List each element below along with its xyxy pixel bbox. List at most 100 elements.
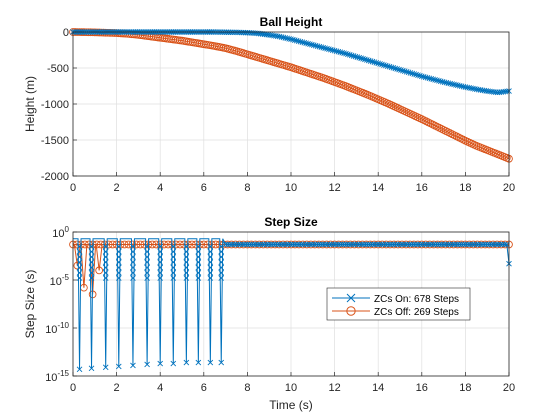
stepsize-zcs-on-marker: [333, 241, 339, 248]
height-zcs-on-marker: [348, 52, 355, 59]
stepsize-zcs-on-marker: [130, 248, 136, 255]
stepsize-xtick-label: 6: [201, 382, 207, 394]
height-zcs-on-marker: [375, 60, 382, 67]
stepsize-zcs-on-marker: [130, 269, 136, 276]
stepsize-zcs-on-marker: [207, 259, 214, 266]
stepsize-zcs-off-marker: [160, 240, 169, 249]
stepsize-zcs-on-marker: [170, 243, 177, 250]
stepsize-zcs-on-marker: [430, 241, 437, 248]
height-xtick-label: 0: [70, 182, 76, 194]
stepsize-zcs-on-marker: [88, 269, 95, 276]
stepsize-zcs-on-marker: [363, 241, 370, 248]
stepsize-zcs-on-marker: [76, 269, 83, 276]
stepsize-zcs-on-marker: [402, 241, 408, 248]
stepsize-zcs-on-marker: [393, 241, 400, 248]
legend-marker-zcs-on: [346, 293, 356, 303]
stepsize-zcs-on-marker: [423, 241, 430, 248]
height-xtick-label: 18: [459, 182, 471, 194]
stepsize-zcs-on-marker: [130, 259, 136, 266]
stepsize-zcs-on-marker: [144, 248, 150, 255]
stepsize-zcs-on-spike-marker: [218, 359, 225, 366]
stepsize-zcs-on-marker: [460, 241, 467, 248]
stepsize-zcs-on-marker: [421, 241, 428, 248]
stepsize-zcs-on-marker: [76, 275, 83, 281]
stepsize-zcs-on-spike-marker: [207, 359, 214, 366]
stepsize-zcs-on-marker: [378, 241, 385, 248]
height-xtick-label: 8: [244, 182, 250, 194]
stepsize-ytick-label: 10-10: [45, 321, 69, 336]
stepsize-zcs-on-marker: [317, 241, 324, 248]
height-xtick-label: 14: [372, 182, 384, 194]
stepsize-zcs-on-marker: [376, 241, 383, 248]
height-zcs-on-marker: [415, 72, 421, 78]
stepsize-zcs-on-marker: [102, 248, 109, 255]
height-zcs-on-marker: [413, 71, 419, 78]
stepsize-zcs-on-marker: [276, 241, 283, 248]
stepsize-zcs-on-marker: [454, 241, 460, 248]
stepsize-ylabel: Step Size (s): [23, 270, 37, 339]
stepsize-zcs-on-marker: [207, 243, 214, 250]
stepsize-zcs-on-marker: [144, 254, 150, 260]
stepsize-zcs-on-marker: [130, 243, 136, 250]
stepsize-zcs-on-marker: [195, 243, 202, 250]
stepsize-zcs-on-marker: [434, 241, 441, 248]
stepsize-zcs-on-marker: [222, 241, 229, 248]
height-zcs-on-marker: [405, 69, 412, 76]
stepsize-zcs-on-marker: [218, 269, 225, 276]
stepsize-zcs-on-marker: [183, 264, 190, 271]
height-xtick-label: 6: [201, 182, 207, 194]
stepsize-zcs-on-marker: [436, 241, 443, 248]
stepsize-zcs-on-marker: [382, 241, 389, 248]
stepsize-zcs-on-marker: [170, 269, 177, 276]
stepsize-zcs-on-marker: [294, 241, 300, 248]
stepsize-zcs-on-marker: [183, 243, 190, 250]
stepsize-zcs-on-marker: [417, 241, 424, 248]
stepsize-zcs-on-marker: [115, 269, 122, 276]
height-zcs-on-marker: [409, 70, 416, 77]
stepsize-zcs-off-marker: [176, 240, 184, 249]
stepsize-zcs-on-marker: [346, 241, 352, 248]
stepsize-zcs-on-marker: [88, 275, 95, 281]
height-zcs-on-marker: [360, 55, 366, 62]
stepsize-zcs-on-marker: [102, 269, 109, 276]
stepsize-zcs-on-marker: [281, 241, 287, 248]
stepsize-zcs-on-marker: [311, 241, 318, 248]
height-ytick-label: -1500: [41, 135, 69, 147]
height-xtick-label: 20: [503, 182, 515, 194]
stepsize-zcs-on-marker: [488, 241, 495, 248]
stepsize-zcs-on-marker: [467, 241, 473, 248]
stepsize-zcs-on-marker: [242, 241, 248, 248]
stepsize-zcs-on-spike-marker: [157, 360, 164, 367]
stepsize-zcs-on-marker: [157, 264, 164, 271]
stepsize-zcs-on-marker: [218, 264, 225, 271]
stepsize-ytick-label: 10-5: [50, 273, 70, 288]
stepsize-zcs-on-marker: [372, 241, 378, 248]
stepsize-zcs-on-marker: [224, 241, 231, 248]
legend-marker-zcs-off: [346, 306, 356, 316]
stepsize-zcs-on-marker: [244, 241, 251, 248]
stepsize-zcs-on-marker: [157, 243, 164, 250]
stepsize-zcs-on-marker: [157, 259, 164, 266]
stepsize-zcs-on-marker: [115, 254, 122, 260]
stepsize-zcs-on-marker: [76, 264, 83, 271]
stepsize-zcs-on-marker: [272, 241, 279, 248]
stepsize-zcs-on-marker: [115, 275, 122, 281]
height-zcs-on-marker: [362, 56, 368, 63]
stepsize-zcs-on-marker: [324, 241, 331, 248]
stepsize-zcs-on-marker: [441, 241, 447, 248]
stepsize-zcs-on-marker: [469, 241, 476, 248]
stepsize-zcs-off-marker: [108, 240, 117, 249]
stepsize-zcs-on-marker: [326, 241, 333, 248]
stepsize-zcs-on-marker: [447, 241, 454, 248]
stepsize-zcs-on-marker: [374, 241, 380, 248]
stepsize-ticks: 0 2 4 6 8 10 12 14 16 18 20 100 10-5 10-10 10-15: [45, 225, 515, 394]
height-zcs-on-marker: [369, 58, 376, 65]
stepsize-zcs-on-marker: [298, 241, 305, 248]
height-zcs-on-marker: [382, 62, 389, 69]
stepsize-zcs-on-marker: [76, 254, 83, 260]
stepsize-xtick-label: 4: [157, 382, 163, 394]
stepsize-series: [69, 238, 513, 373]
stepsize-zcs-on-marker: [283, 241, 289, 248]
height-zcs-on-marker: [371, 59, 378, 66]
